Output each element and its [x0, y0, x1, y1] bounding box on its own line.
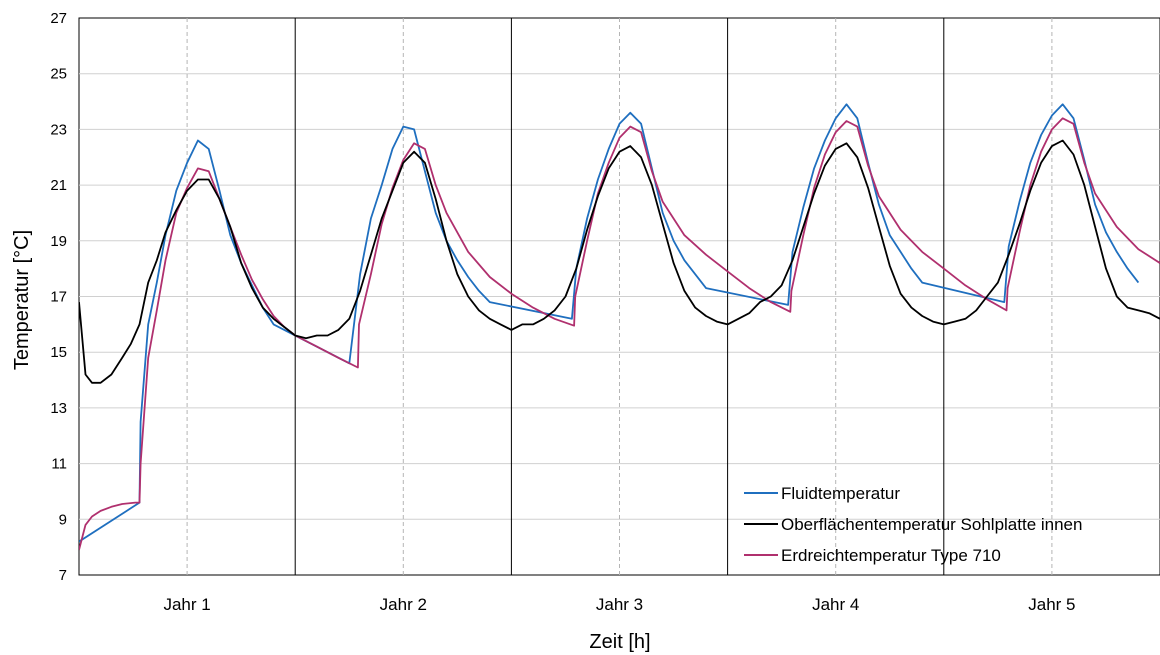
x-category-label: Jahr 1: [163, 595, 210, 614]
plot-area: [78, 17, 1160, 576]
y-tick-label: 19: [50, 233, 67, 250]
grid: [79, 18, 1160, 575]
y-tick-label: 15: [50, 344, 67, 361]
y-tick-label: 13: [50, 400, 67, 417]
legend-label-surface: Oberflächentemperatur Sohlplatte innen: [781, 515, 1082, 534]
x-axis-label: Zeit [h]: [589, 631, 650, 653]
series-line-surface: [79, 139, 1160, 384]
legend: Fluidtemperatur Oberflächentemperatur So…: [744, 484, 1082, 565]
legend-label-fluid: Fluidtemperatur: [781, 484, 900, 503]
y-tick-label: 23: [50, 121, 67, 138]
series-layer: [79, 103, 1160, 551]
x-axis-categories: Jahr 1 Jahr 2 Jahr 3 Jahr 4 Jahr 5: [163, 595, 1075, 614]
y-axis-label: Temperatur [°C]: [11, 230, 33, 370]
y-tick-label: 27: [50, 10, 67, 27]
x-category-label: Jahr 5: [1028, 595, 1075, 614]
y-tick-label: 9: [59, 511, 67, 528]
y-tick-label: 21: [50, 177, 67, 194]
x-category-label: Jahr 4: [812, 595, 859, 614]
x-category-label: Jahr 3: [596, 595, 643, 614]
legend-label-soil: Erdreichtemperatur Type 710: [781, 546, 1001, 565]
y-tick-label: 11: [51, 456, 67, 473]
y-tick-label: 17: [50, 289, 67, 306]
y-tick-label: 25: [50, 66, 67, 83]
series-line-soil: [79, 117, 1160, 551]
y-tick-label: 7: [59, 567, 67, 584]
y-axis-ticks: 7 9 11 13 15 17 19 21 23 25 27: [50, 10, 67, 584]
x-category-label: Jahr 2: [380, 595, 427, 614]
